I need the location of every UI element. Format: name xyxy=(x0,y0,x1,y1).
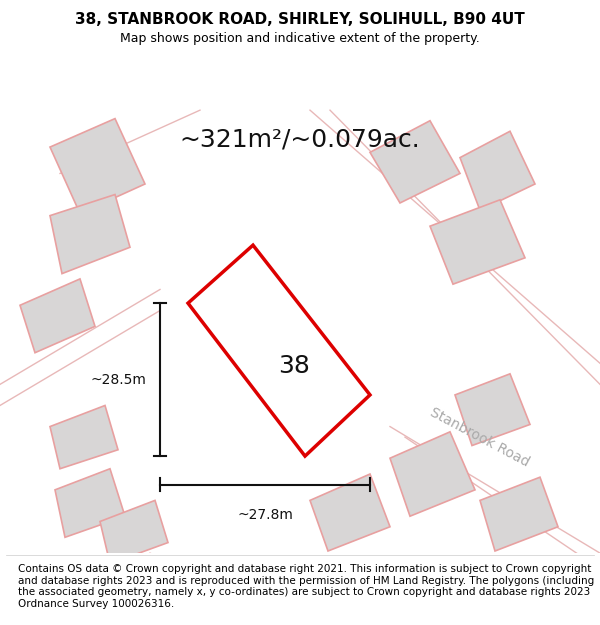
Polygon shape xyxy=(50,406,118,469)
Polygon shape xyxy=(480,478,558,551)
Text: Contains OS data © Crown copyright and database right 2021. This information is : Contains OS data © Crown copyright and d… xyxy=(18,564,594,609)
Text: 38: 38 xyxy=(278,354,310,377)
Polygon shape xyxy=(100,501,168,564)
Polygon shape xyxy=(55,469,125,538)
Polygon shape xyxy=(390,432,475,516)
Polygon shape xyxy=(370,121,460,203)
Polygon shape xyxy=(455,374,530,446)
Text: ~27.8m: ~27.8m xyxy=(237,508,293,522)
Text: Map shows position and indicative extent of the property.: Map shows position and indicative extent… xyxy=(120,32,480,45)
Polygon shape xyxy=(20,279,95,352)
Polygon shape xyxy=(188,245,370,456)
Text: ~321m²/~0.079ac.: ~321m²/~0.079ac. xyxy=(179,127,421,152)
Polygon shape xyxy=(430,200,525,284)
Polygon shape xyxy=(50,194,130,274)
Polygon shape xyxy=(50,119,145,214)
Text: Stanbrook Road: Stanbrook Road xyxy=(428,405,532,469)
Polygon shape xyxy=(460,131,535,211)
Polygon shape xyxy=(310,474,390,551)
Text: 38, STANBROOK ROAD, SHIRLEY, SOLIHULL, B90 4UT: 38, STANBROOK ROAD, SHIRLEY, SOLIHULL, B… xyxy=(75,12,525,27)
Text: ~28.5m: ~28.5m xyxy=(90,372,146,387)
